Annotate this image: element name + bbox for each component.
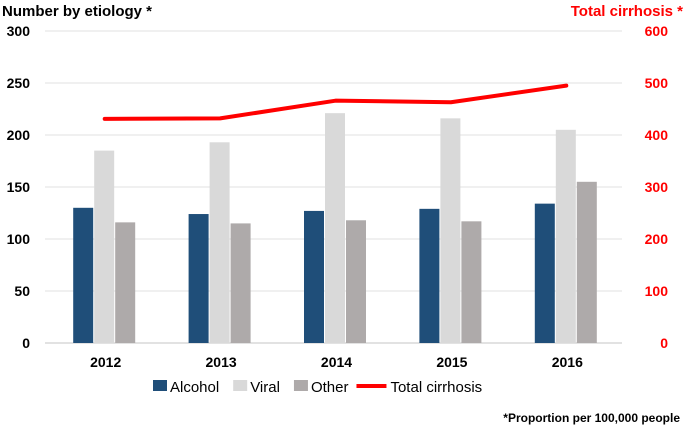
right-tick-label: 300 xyxy=(645,179,669,195)
left-tick-label: 100 xyxy=(7,231,31,247)
x-tick-label: 2012 xyxy=(90,354,121,370)
x-tick-label: 2016 xyxy=(552,354,583,370)
legend-swatch xyxy=(153,380,167,391)
right-tick-label: 100 xyxy=(645,283,669,299)
right-tick-label: 600 xyxy=(645,23,669,39)
legend-label: Total cirrhosis xyxy=(390,379,482,396)
right-tick-label: 0 xyxy=(660,335,668,351)
bar-other xyxy=(115,222,136,343)
left-tick-label: 250 xyxy=(7,75,31,91)
x-tick-label: 2014 xyxy=(321,354,352,370)
bar-alcohol xyxy=(534,203,555,343)
bar-viral xyxy=(555,129,576,343)
x-tick-label: 2015 xyxy=(436,354,467,370)
line-total-cirrhosis xyxy=(102,83,569,121)
right-tick-label: 400 xyxy=(645,127,669,143)
legend-label: Alcohol xyxy=(170,379,219,396)
left-tick-label: 0 xyxy=(22,335,30,351)
legend-label: Other xyxy=(311,379,349,396)
left-tick-label: 300 xyxy=(7,23,31,39)
left-axis-title: Number by etiology * xyxy=(2,3,152,20)
bar-other xyxy=(576,181,597,343)
bar-viral xyxy=(94,150,115,343)
bar-alcohol xyxy=(419,208,440,343)
left-tick-label: 50 xyxy=(14,283,30,299)
right-tick-label: 200 xyxy=(645,231,669,247)
right-tick-label: 500 xyxy=(645,75,669,91)
x-tick-label: 2013 xyxy=(206,354,237,370)
bar-alcohol xyxy=(304,210,324,343)
bar-alcohol xyxy=(73,207,94,343)
bar-alcohol xyxy=(188,214,209,343)
bar-other xyxy=(346,220,366,343)
bar-viral xyxy=(325,113,345,343)
bar-viral xyxy=(209,142,230,343)
footnote: *Proportion per 100,000 people xyxy=(503,411,680,425)
bar-other xyxy=(230,223,251,343)
legend-label: Viral xyxy=(250,379,280,396)
bar-other xyxy=(461,221,482,343)
legend-swatch xyxy=(293,380,308,391)
legend-swatch xyxy=(233,380,248,391)
left-tick-label: 150 xyxy=(7,179,31,195)
left-tick-label: 200 xyxy=(7,127,31,143)
bar-viral xyxy=(440,118,461,343)
right-axis-title: Total cirrhosis * xyxy=(571,3,683,20)
